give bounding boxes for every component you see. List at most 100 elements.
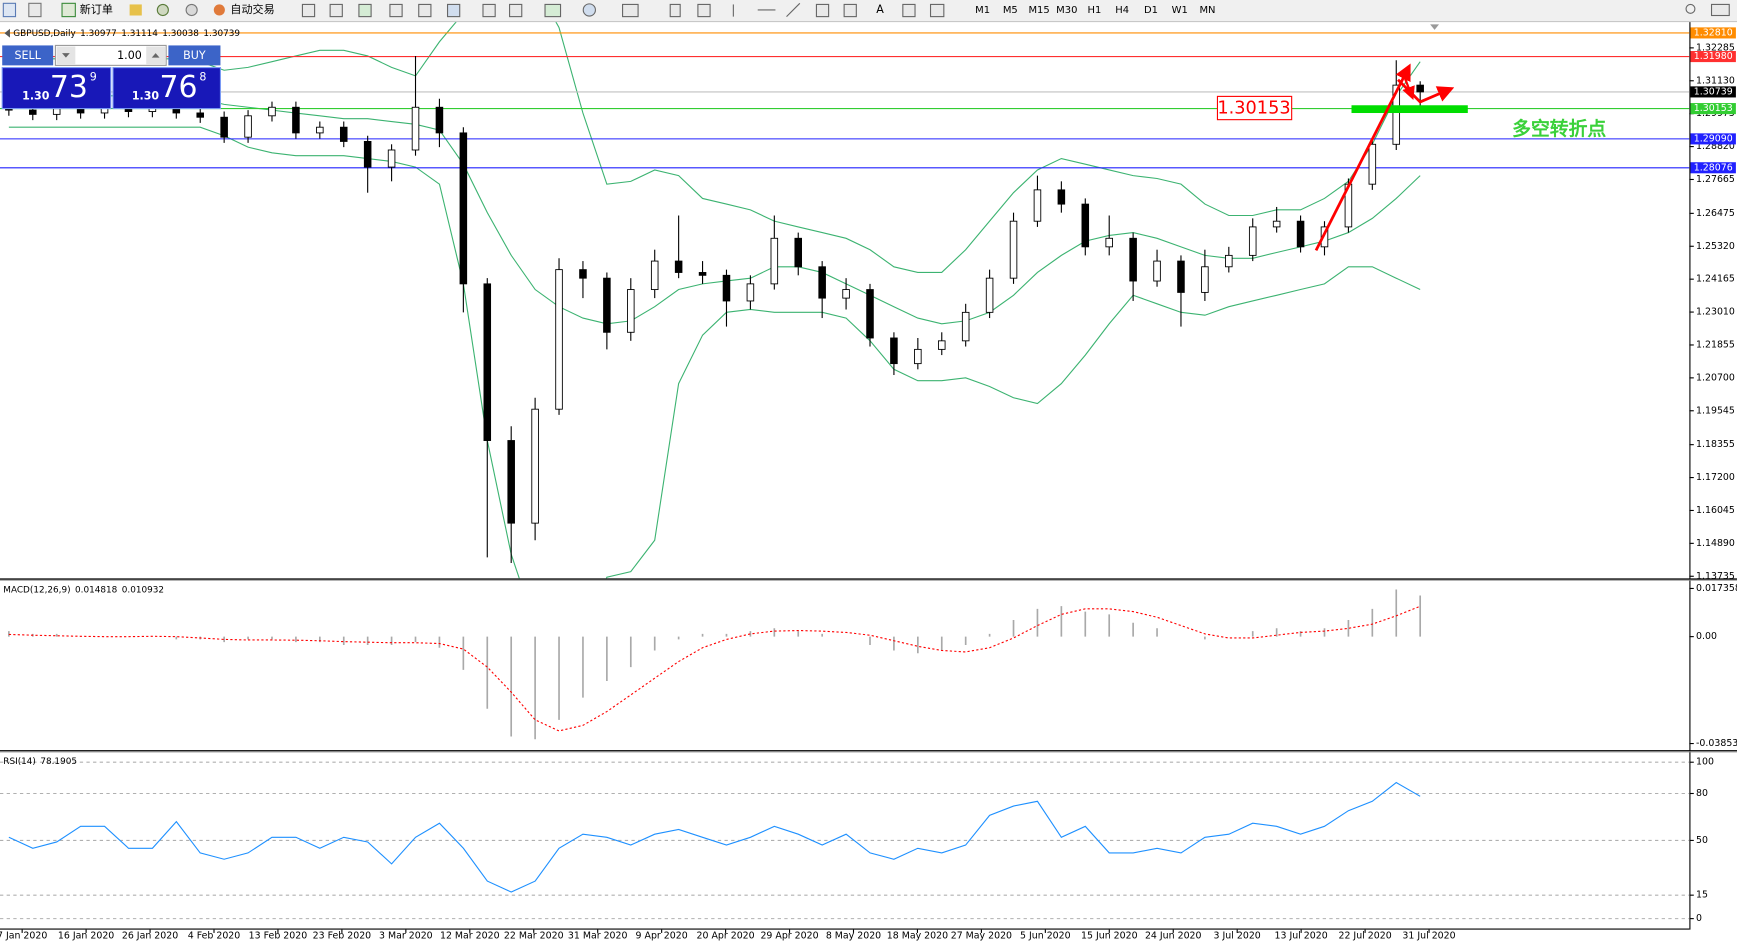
y-tick-label: 100 [1696, 757, 1714, 768]
timeframe-button[interactable]: M1 [975, 5, 990, 16]
candle-body [1081, 203, 1090, 248]
toolbar-icon[interactable] [582, 3, 596, 17]
price-level-tag [1690, 103, 1736, 115]
toolbar-icon[interactable] [28, 2, 42, 18]
new-order-button[interactable]: 新订单 [80, 2, 113, 16]
trend-arrow [1314, 63, 1411, 252]
y-tick-label: 50 [1696, 835, 1708, 846]
price-level-tag [1690, 27, 1736, 39]
toolbar-icon[interactable] [929, 3, 945, 18]
y-tick-label: 1.24165 [1696, 274, 1735, 285]
bid-pips[interactable]: 73 [50, 70, 88, 105]
ask-big[interactable]: 1.30 [132, 89, 160, 102]
buy-button[interactable] [168, 45, 221, 66]
macd-value: 0.014818 [75, 585, 118, 595]
text-tool[interactable]: A [876, 3, 884, 16]
toolbar-icon[interactable] [786, 2, 801, 18]
candle-body [52, 108, 61, 115]
toolbar-icon[interactable] [669, 3, 681, 18]
ask-price-box[interactable] [112, 67, 222, 110]
candle-body [339, 126, 348, 142]
annotation-price: 1.30153 [1217, 99, 1290, 119]
timeframe-button[interactable]: MN [1199, 5, 1215, 16]
bid-price-box[interactable] [1, 67, 112, 110]
sell-label[interactable]: SELL [15, 49, 42, 62]
y-tick-label: 1.21855 [1696, 339, 1735, 350]
x-tick-label: 12 Mar 2020 [440, 931, 500, 942]
auto-trading-button[interactable]: 自动交易 [230, 2, 274, 16]
y-tick-label: 0.017358 [1696, 583, 1737, 594]
toolbar-icon[interactable] [329, 3, 343, 18]
new-order-icon[interactable] [61, 2, 76, 18]
timeframe-button[interactable]: M15 [1028, 5, 1049, 16]
candle-body [866, 289, 874, 339]
candle-body [1177, 260, 1185, 293]
toolbar-icon[interactable] [902, 3, 916, 18]
bid-fraction[interactable]: 9 [90, 71, 97, 84]
price-level-label: 1.28076 [1694, 162, 1733, 173]
x-tick-label: 13 Feb 2020 [249, 931, 308, 942]
timeframe-button[interactable]: M5 [1003, 5, 1018, 16]
ask-fraction[interactable]: 8 [199, 71, 206, 84]
candle-body [746, 283, 755, 302]
toolbar-icon[interactable] [843, 3, 857, 18]
candle-body [722, 274, 731, 302]
y-tick-label: 1.26475 [1696, 208, 1735, 219]
toolbar-icon[interactable] [156, 3, 169, 17]
annotation-text: 多空转折点 [1512, 117, 1606, 140]
macd-signal [8, 605, 1421, 732]
toolbar-icon[interactable] [697, 3, 711, 18]
ask-pips[interactable]: 76 [160, 70, 198, 105]
toolbar-icon[interactable] [418, 3, 432, 18]
candle-body [914, 348, 922, 365]
macd-pane [8, 589, 1422, 740]
timeframe-button[interactable]: W1 [1172, 5, 1188, 16]
toolbar-icon[interactable] [815, 3, 830, 18]
y-tick-label: 1.25320 [1696, 241, 1735, 252]
price-pane [0, 22, 1690, 579]
candle-body [698, 272, 707, 276]
x-tick-label: 31 Jul 2020 [1402, 931, 1455, 942]
auto-trading-icon[interactable] [213, 4, 225, 16]
toolbar-icon[interactable] [622, 3, 639, 18]
sell-button[interactable] [2, 45, 54, 66]
ohlc-low: 1.30038 [162, 29, 199, 39]
chart-title: GBPUSD,Daily 1.30977 1.31114 1.30038 1.30739 [13, 29, 240, 39]
lot-value[interactable]: 1.00 [117, 49, 142, 62]
candle-body [531, 408, 539, 524]
x-tick-label: 4 Feb 2020 [188, 931, 241, 942]
toolbar-icon[interactable] [129, 4, 142, 16]
ohlc-open: 1.30977 [80, 29, 117, 39]
x-tick-label: 26 Jan 2020 [122, 931, 178, 942]
toolbar-icon[interactable] [544, 3, 562, 18]
x-tick-label: 27 May 2020 [951, 931, 1012, 942]
x-tick-label: 31 Mar 2020 [568, 931, 628, 942]
candle-body [985, 277, 994, 313]
toolbar-icon[interactable] [2, 2, 17, 18]
search-icon[interactable] [1685, 3, 1696, 14]
toolbar: 新订单 自动交易 A M1 M5 M15 M30 H1 H4 D1 W1 MN [0, 0, 1737, 23]
toolbar-icon[interactable] [389, 3, 403, 18]
x-tick-label: 8 May 2020 [826, 931, 881, 942]
lot-increase-icon [151, 53, 160, 58]
price-level-label: 1.30153 [1694, 103, 1733, 114]
chat-icon[interactable] [1710, 3, 1730, 17]
toolbar-icon[interactable] [301, 3, 316, 18]
symbol: GBPUSD,Daily [13, 29, 75, 39]
price-level-label: 1.32810 [1694, 27, 1733, 38]
timeframe-button[interactable]: D1 [1144, 5, 1158, 16]
buy-label[interactable]: BUY [183, 49, 206, 62]
bid-big[interactable]: 1.30 [22, 89, 50, 102]
timeframe-button[interactable]: H4 [1115, 5, 1129, 16]
toolbar-icon[interactable] [358, 3, 372, 18]
lot-input[interactable] [54, 44, 167, 66]
candle-body [937, 340, 946, 350]
one-click-trading: SELL 1.00 BUY 1.30 73 9 1.30 76 8 [1, 44, 222, 110]
toolbar-icon[interactable] [185, 3, 198, 17]
timeframe-button[interactable]: H1 [1088, 5, 1102, 16]
rsi-value: 78.1905 [40, 757, 77, 767]
toolbar-icon[interactable] [446, 3, 461, 18]
toolbar-icon[interactable] [482, 3, 496, 18]
toolbar-icon[interactable] [509, 3, 523, 18]
timeframe-button[interactable]: M30 [1056, 5, 1077, 16]
